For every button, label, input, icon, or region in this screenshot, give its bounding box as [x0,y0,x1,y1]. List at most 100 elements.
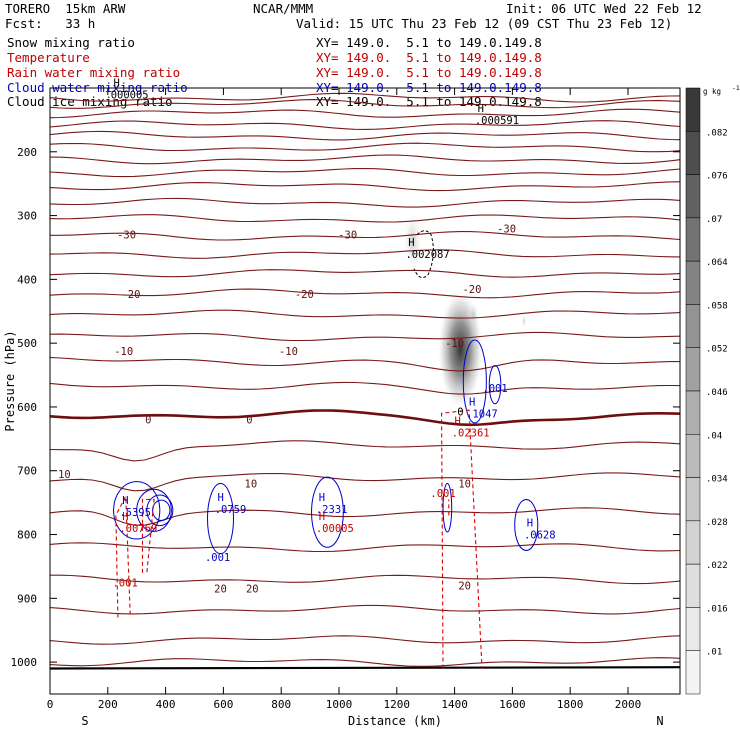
isotherm-label: -10 [279,346,298,358]
model-title: TORERO 15km ARW [5,1,126,16]
colorbar-level: .04 [706,431,722,441]
x-tick-label: 1200 [384,698,411,711]
colorbar-level: .01 [706,648,722,658]
center-title: NCAR/MMM [253,1,314,16]
isotherm-line [49,181,681,192]
isotherm-line [49,507,681,526]
colorbar-level: .064 [706,258,728,268]
max-marker: H [114,77,120,89]
y-tick-label: 400 [17,273,37,286]
max-marker: H [319,492,325,504]
isotherm-line [49,381,681,395]
isotherm-label: 20 [458,581,471,593]
max-value: .0759 [215,504,247,516]
contour-value-label: .001 [112,577,137,589]
isotherm-label: -10 [445,338,464,350]
colorbar-level: .076 [706,172,728,182]
colorbar-swatch [685,434,701,478]
isotherm-line [49,604,681,615]
isotherms [49,92,681,670]
max-marker: H [122,511,128,523]
isotherm-line [50,231,681,241]
isotherm-line [49,92,681,103]
contour-value-label: .001 [205,552,230,564]
rain-contour [141,498,155,573]
isotherm-label: 20 [214,584,227,596]
colorbar-level: .052 [706,345,728,355]
max-value: .2331 [316,504,348,516]
cloud-water-contour [514,498,539,551]
colorbar-swatch [685,563,701,608]
forecast-hour: Fcst: 33 h [5,16,96,31]
y-tick-label: 900 [17,592,37,605]
isotherm-line [49,409,681,427]
isotherm-line [49,309,681,319]
cloud-water-contour [311,476,344,548]
isotherm-line [49,288,681,299]
x-axis-label: Distance (km) [348,714,442,728]
field-label-temperature: Temperature [7,50,90,65]
max-value: .002087 [405,249,449,261]
isotherm-line [50,574,681,585]
colorbar-unit-exponent: -1 [732,84,740,92]
max-value: .00769 [119,523,157,535]
isotherm-label: 10 [58,469,71,481]
contour-value-label: .001 [430,488,455,500]
colorbar-swatch [685,260,701,305]
isotherm-label: 10 [458,478,471,490]
max-marker: H [478,103,484,115]
max-value: .02361 [452,427,490,439]
rain-contour [115,494,131,618]
init-time: Init: 06 UTC Wed 22 Feb 12 [506,1,702,16]
colorbar-level: .058 [706,301,728,311]
field-xy-rain: XY= 149.0. 5.1 to 149.0.149.8 [316,65,542,80]
contour-labels: -30 -30 -30 -20 -20 -20 -10 -10 -10 0 0 10 10 10 20 20 2… [58,77,555,595]
colorbar-swatch [685,477,701,522]
colorbar-level: .028 [706,518,728,528]
colorbar-swatch [685,607,701,651]
x-tick-label: 1600 [499,698,526,711]
x-tick-label: 600 [213,698,233,711]
max-marker: H [527,518,533,530]
y-axis-label: Pressure (hPa) [3,330,17,431]
isotherm-line [49,142,681,153]
max-marker: H [122,495,128,507]
colorbar-swatch [685,650,701,695]
isotherm-line [49,167,681,178]
cloud-water-contour [113,481,161,540]
mixing-ratio-contours [113,230,539,669]
isotherm-line [49,542,681,553]
colorbar-swatch [685,520,701,565]
isotherm-line [49,130,681,141]
colorbar-swatch [685,131,701,175]
isotherm-line [49,214,681,223]
colorbar-level: .082 [706,128,728,138]
y-tick-label: 1000 [11,656,38,669]
cloud-water-contour [488,364,502,405]
field-label-snow: Snow mixing ratio [7,35,135,50]
cloud-water-contour [146,494,174,527]
isotherm-label: -30 [117,230,136,242]
y-tick-label: 700 [17,465,37,478]
isotherm-label: -30 [338,230,357,242]
isotherm-label: -30 [497,223,516,235]
contour-value-label: .001 [482,383,507,395]
field-xy-temperature: XY= 149.0. 5.1 to 149.0.149.8 [316,50,542,65]
isotherm-label: 0 [246,415,252,427]
snow-secondary-shading [403,213,422,270]
colorbar: .01 .016 .022 .028 .034 .04 .046 .052 .058 .064 .0… [685,84,740,695]
isotherm-line [49,99,681,109]
y-tick-label: 500 [17,337,37,350]
snow-small-shading [468,302,479,327]
max-value: 000005 [111,89,149,101]
max-value: .1047 [466,408,498,420]
max-value: .0628 [524,530,556,542]
y-tick-label: 600 [17,401,37,414]
colorbar-swatch [685,174,701,219]
colorbar-swatch [685,390,701,435]
colorbar-level: .07 [706,215,722,225]
cloud-water-contour [152,499,171,521]
isotherm-label: -20 [462,284,481,296]
isotherm-line [49,472,681,492]
